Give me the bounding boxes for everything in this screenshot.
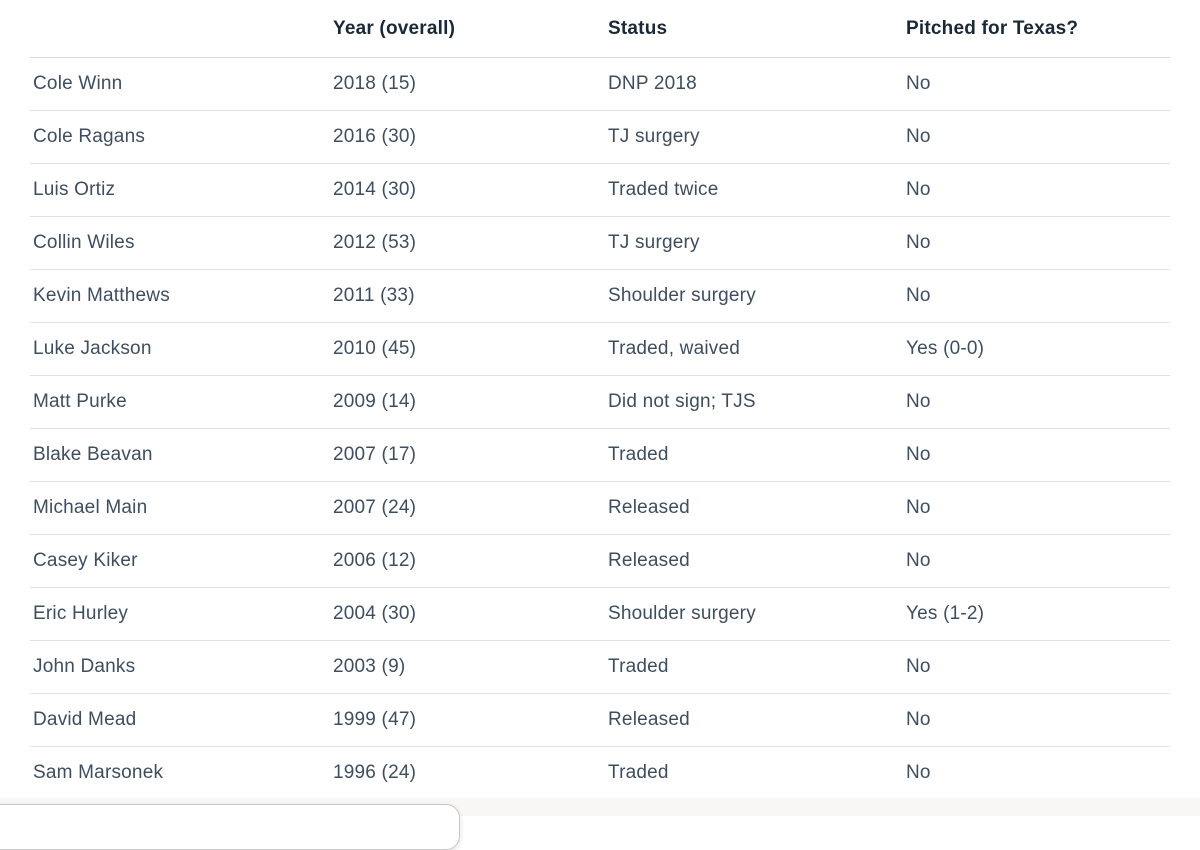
cell-pitched-for-texas: No [903, 640, 1170, 694]
draft-picks-table: Year (overall) Status Pitched for Texas?… [30, 0, 1170, 800]
cell-year-overall: 2010 (45) [330, 322, 605, 376]
cell-status: Shoulder surgery [605, 269, 903, 323]
cell-player-name: Cole Ragans [30, 110, 330, 164]
cell-status: DNP 2018 [605, 57, 903, 111]
cell-status: Shoulder surgery [605, 587, 903, 641]
cell-year-overall: 2016 (30) [330, 110, 605, 164]
cell-status: Released [605, 534, 903, 588]
cell-pitched-for-texas: No [903, 57, 1170, 111]
cell-pitched-for-texas: No [903, 746, 1170, 800]
table-row: Casey Kiker 2006 (12) Released No [30, 534, 1170, 588]
cell-pitched-for-texas: Yes (0-0) [903, 322, 1170, 376]
draft-picks-table-container: Year (overall) Status Pitched for Texas?… [30, 0, 1170, 800]
table-row: Kevin Matthews 2011 (33) Shoulder surgery N… [30, 269, 1170, 323]
cell-player-name: Michael Main [30, 481, 330, 535]
column-header-player [30, 0, 330, 58]
table-row: Matt Purke 2009 (14) Did not sign; TJS No [30, 375, 1170, 429]
cell-status: Traded [605, 746, 903, 800]
cell-pitched-for-texas: No [903, 481, 1170, 535]
cell-player-name: Eric Hurley [30, 587, 330, 641]
cell-status: Released [605, 693, 903, 747]
table-header-row: Year (overall) Status Pitched for Texas? [30, 0, 1170, 58]
cell-year-overall: 2014 (30) [330, 163, 605, 217]
cell-pitched-for-texas: No [903, 428, 1170, 482]
cell-status: TJ surgery [605, 110, 903, 164]
cell-year-overall: 2007 (24) [330, 481, 605, 535]
cell-year-overall: 2006 (12) [330, 534, 605, 588]
cell-pitched-for-texas: No [903, 163, 1170, 217]
cell-year-overall: 2007 (17) [330, 428, 605, 482]
bottom-overlay-card[interactable] [0, 804, 460, 850]
cell-player-name: Blake Beavan [30, 428, 330, 482]
cell-year-overall: 2018 (15) [330, 57, 605, 111]
cell-status: Traded [605, 640, 903, 694]
cell-pitched-for-texas: No [903, 269, 1170, 323]
cell-player-name: John Danks [30, 640, 330, 694]
cell-player-name: Cole Winn [30, 57, 330, 111]
column-header-pitched-for-texas: Pitched for Texas? [903, 0, 1170, 58]
column-header-status: Status [605, 0, 903, 58]
cell-status: TJ surgery [605, 216, 903, 270]
cell-player-name: David Mead [30, 693, 330, 747]
table-row: Eric Hurley 2004 (30) Shoulder surgery Yes … [30, 587, 1170, 641]
cell-status: Traded [605, 428, 903, 482]
cell-year-overall: 2009 (14) [330, 375, 605, 429]
table-row: John Danks 2003 (9) Traded No [30, 640, 1170, 694]
cell-year-overall: 2004 (30) [330, 587, 605, 641]
cell-player-name: Collin Wiles [30, 216, 330, 270]
cell-player-name: Casey Kiker [30, 534, 330, 588]
cell-pitched-for-texas: No [903, 534, 1170, 588]
table-row: Luis Ortiz 2014 (30) Traded twice No [30, 163, 1170, 217]
cell-status: Did not sign; TJS [605, 375, 903, 429]
cell-year-overall: 1999 (47) [330, 693, 605, 747]
table-header: Year (overall) Status Pitched for Texas? [30, 0, 1170, 58]
cell-year-overall: 2012 (53) [330, 216, 605, 270]
cell-pitched-for-texas: No [903, 375, 1170, 429]
table-row: Blake Beavan 2007 (17) Traded No [30, 428, 1170, 482]
cell-status: Traded, waived [605, 322, 903, 376]
table-row: Sam Marsonek 1996 (24) Traded No [30, 746, 1170, 800]
cell-player-name: Luis Ortiz [30, 163, 330, 217]
table-row: David Mead 1999 (47) Released No [30, 693, 1170, 747]
table-row: Cole Ragans 2016 (30) TJ surgery No [30, 110, 1170, 164]
table-row: Michael Main 2007 (24) Released No [30, 481, 1170, 535]
table-row: Collin Wiles 2012 (53) TJ surgery No [30, 216, 1170, 270]
cell-player-name: Kevin Matthews [30, 269, 330, 323]
cell-status: Traded twice [605, 163, 903, 217]
cell-year-overall: 2003 (9) [330, 640, 605, 694]
cell-status: Released [605, 481, 903, 535]
table-row: Luke Jackson 2010 (45) Traded, waived Yes (… [30, 322, 1170, 376]
column-header-year-overall: Year (overall) [330, 0, 605, 58]
cell-year-overall: 1996 (24) [330, 746, 605, 800]
page: { "colors": { "header_text": "#1b2936", … [0, 0, 1170, 850]
cell-year-overall: 2011 (33) [330, 269, 605, 323]
cell-pitched-for-texas: No [903, 216, 1170, 270]
cell-player-name: Luke Jackson [30, 322, 330, 376]
cell-pitched-for-texas: No [903, 110, 1170, 164]
cell-player-name: Sam Marsonek [30, 746, 330, 800]
cell-pitched-for-texas: Yes (1-2) [903, 587, 1170, 641]
cell-pitched-for-texas: No [903, 693, 1170, 747]
cell-player-name: Matt Purke [30, 375, 330, 429]
table-body: Cole Winn 2018 (15) DNP 2018 No Cole Ragans 2… [30, 57, 1170, 800]
table-row: Cole Winn 2018 (15) DNP 2018 No [30, 57, 1170, 111]
